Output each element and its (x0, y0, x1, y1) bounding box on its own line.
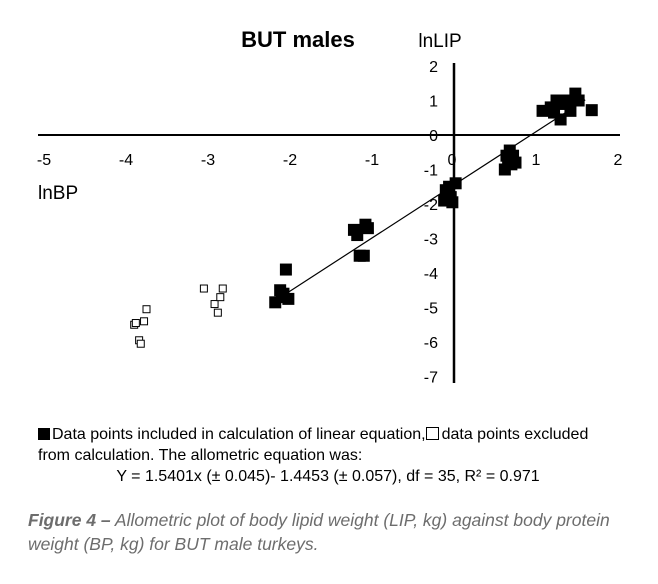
x-tick-label: 1 (532, 152, 541, 169)
x-tick-label: -3 (201, 152, 215, 169)
data-points (130, 87, 598, 348)
y-tick-label: 2 (429, 59, 438, 76)
y-tick-label: -3 (424, 232, 438, 249)
included-data-point (446, 196, 459, 209)
excluded-data-point (199, 284, 208, 293)
regression-line-segment (277, 99, 586, 300)
y-tick-label: -2 (424, 197, 438, 214)
excluded-data-point (136, 339, 145, 348)
allometric-equation: Y = 1.5401x (± 0.045)- 1.4453 (± 0.057),… (116, 468, 540, 485)
included-data-point (564, 104, 577, 117)
empty-square-icon (425, 427, 439, 440)
included-data-point (572, 94, 585, 107)
y-tick-label: -7 (424, 370, 438, 387)
y-tick-label: -1 (424, 163, 438, 180)
regression-line (277, 99, 586, 300)
scatter-chart: BUT males lnLIP lnBP -5 -4 -3 -2 -1 0 1 2 2 1 0 -1… (37, 27, 623, 387)
excluded-data-point (213, 308, 222, 317)
chart-title: BUT males (241, 27, 355, 52)
excluded-data-point (218, 284, 227, 293)
legend-excluded-text: data points excluded (441, 426, 589, 443)
x-tick-label: 0 (448, 152, 457, 169)
included-data-point (351, 229, 364, 242)
figure-caption: Figure 4 – Allometric plot of body lipid… (28, 508, 638, 556)
x-tick-label: -4 (119, 152, 133, 169)
y-tick-labels: 2 1 0 -1 -2 -3 -4 -5 -6 -7 (424, 59, 438, 387)
excluded-data-point (131, 319, 140, 328)
y-tick-label: 1 (429, 94, 438, 111)
excluded-data-point (216, 293, 225, 302)
x-tick-label: 2 (614, 152, 623, 169)
x-tick-label: -2 (283, 152, 297, 169)
included-data-point (361, 222, 374, 235)
y-tick-label: -4 (424, 266, 438, 283)
x-axis-label: lnBP (38, 183, 78, 204)
y-tick-label: 0 (429, 128, 438, 145)
included-data-point (357, 249, 370, 262)
included-data-point (554, 113, 567, 126)
included-data-point (282, 292, 295, 305)
legend: Data points included in calculation of l… (38, 424, 648, 487)
included-data-point (279, 263, 292, 276)
excluded-data-point (210, 300, 219, 309)
legend-excluded-text-line2: from calculation. The allometric equatio… (38, 447, 363, 464)
caption-text: Allometric plot of body lipid weight (LI… (28, 510, 610, 554)
filled-square-icon (38, 428, 50, 440)
included-data-point (509, 156, 522, 169)
y-tick-label: -6 (424, 335, 438, 352)
axes (38, 63, 620, 383)
excluded-data-point (142, 305, 151, 314)
x-tick-label: -5 (37, 152, 51, 169)
excluded-data-point (140, 317, 149, 326)
x-tick-label: -1 (365, 152, 379, 169)
included-data-point (449, 177, 462, 190)
included-data-point (585, 104, 598, 117)
x-tick-labels: -5 -4 -3 -2 -1 0 1 2 (37, 152, 623, 169)
caption-label: Figure 4 – (28, 510, 111, 530)
legend-included-text: Data points included in calculation of l… (52, 426, 426, 443)
y-tick-label: -5 (424, 301, 438, 318)
y-axis-label: lnLIP (418, 31, 461, 52)
